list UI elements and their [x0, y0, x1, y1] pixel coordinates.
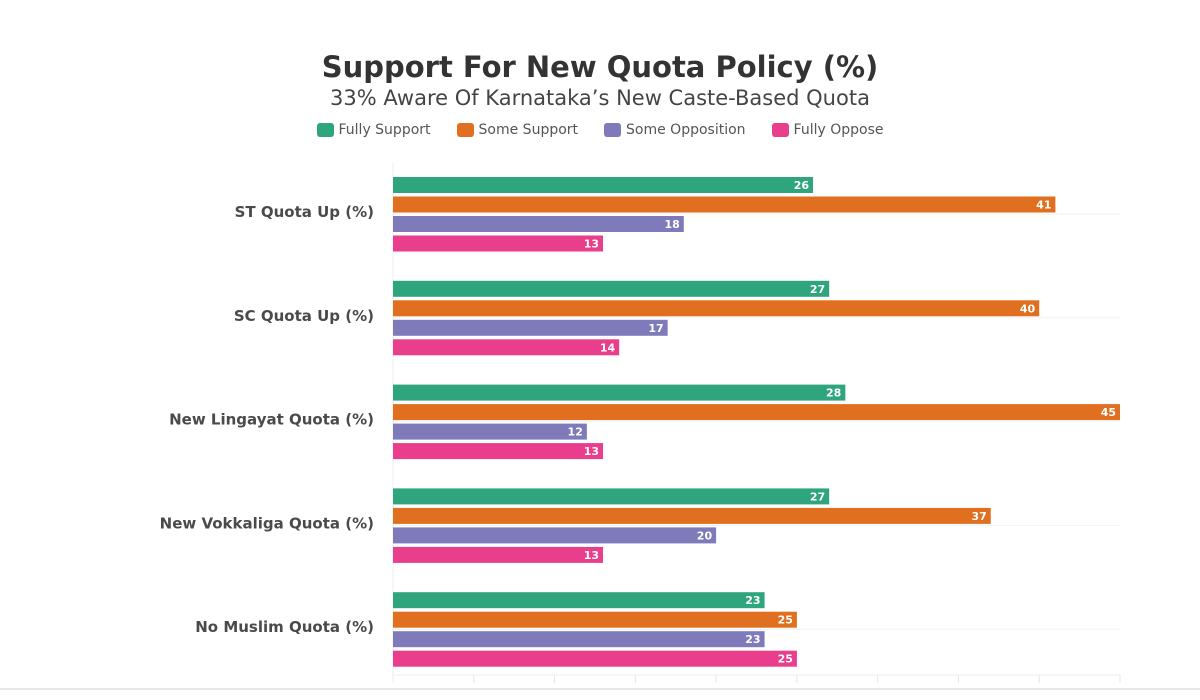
- bar: [393, 592, 765, 609]
- data-label: 13: [584, 549, 599, 562]
- legend-label: Fully Support: [338, 122, 431, 138]
- legend: Fully Support Some Support Some Opposition…: [0, 122, 1200, 138]
- bottom-divider: [0, 688, 1200, 690]
- bar: [393, 611, 797, 628]
- bar: [393, 546, 604, 563]
- data-label: 26: [794, 179, 810, 192]
- bar: [393, 319, 668, 336]
- data-label: 28: [826, 387, 841, 400]
- legend-swatch: [604, 123, 622, 137]
- data-label: 23: [745, 633, 760, 646]
- chart-title: Support For New Quota Policy (%): [321, 50, 879, 84]
- bar: [393, 423, 587, 440]
- legend-item: Some Support: [456, 122, 579, 138]
- data-label: 14: [600, 341, 616, 354]
- bar: [393, 339, 620, 356]
- category-label: New Lingayat Quota (%): [169, 411, 374, 429]
- data-label: 25: [778, 653, 793, 666]
- data-label: 25: [778, 614, 793, 627]
- data-label: 27: [810, 490, 825, 503]
- data-label: 40: [1020, 302, 1036, 315]
- bar: [393, 631, 765, 648]
- data-label: 23: [745, 594, 760, 607]
- bar: [393, 507, 991, 524]
- data-label: 20: [697, 529, 713, 542]
- data-label: 13: [584, 445, 599, 458]
- category-label: SC Quota Up (%): [234, 307, 374, 325]
- bar: [393, 216, 684, 232]
- data-label: 27: [810, 283, 825, 296]
- data-label: 12: [568, 426, 583, 439]
- data-label: 41: [1036, 199, 1051, 212]
- category-label: ST Quota Up (%): [235, 203, 374, 221]
- chart-subtitle: 33% Aware Of Karnataka’s New Caste-Based…: [330, 86, 870, 110]
- bar: [393, 650, 797, 667]
- legend-label: Some Opposition: [626, 122, 746, 138]
- bar: [393, 488, 830, 505]
- bar: [393, 280, 830, 297]
- bar: [393, 443, 604, 460]
- bar: [393, 404, 1120, 421]
- bar: [393, 527, 717, 544]
- category-label: No Muslim Quota (%): [195, 618, 374, 636]
- bar: [393, 235, 604, 252]
- data-label: 45: [1101, 406, 1116, 419]
- data-label: 37: [971, 510, 986, 523]
- legend-swatch: [316, 123, 334, 137]
- legend-swatch: [456, 123, 474, 137]
- bar: [393, 300, 1040, 317]
- legend-label: Fully Oppose: [793, 122, 884, 138]
- legend-item: Fully Oppose: [771, 122, 884, 138]
- legend-label: Some Support: [478, 122, 579, 138]
- data-label: 17: [648, 322, 663, 335]
- legend-item: Some Opposition: [604, 122, 746, 138]
- bar: [393, 177, 814, 193]
- data-label: 13: [584, 238, 599, 251]
- legend-swatch: [771, 123, 789, 137]
- legend-item: Fully Support: [316, 122, 431, 138]
- bar: [393, 196, 1056, 213]
- data-label: 18: [664, 218, 679, 231]
- bar: [393, 384, 846, 401]
- category-label: New Vokkaliga Quota (%): [160, 514, 374, 532]
